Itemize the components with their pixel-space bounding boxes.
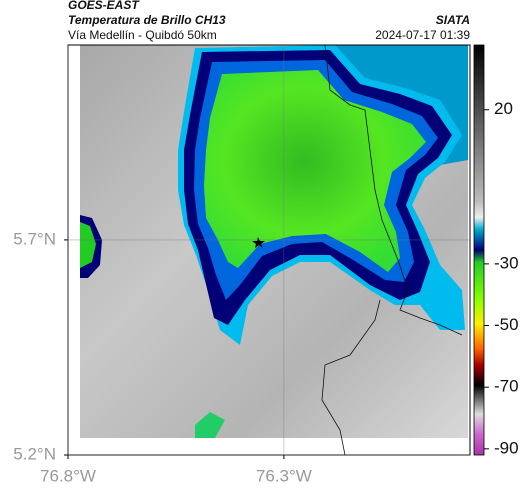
y-tick-label: 5.7°N [13, 229, 56, 248]
colorbar-tick-label: 20 [494, 99, 513, 118]
colorbar [473, 44, 485, 456]
title: GOES-EAST [68, 0, 140, 12]
y-tick-label: 5.2°N [13, 444, 56, 463]
x-tick-label: 76.3°W [256, 466, 312, 485]
x-tick-label: 76.8°W [40, 466, 96, 485]
datetime: 2024-07-17 01:39 [375, 28, 470, 42]
source: SIATA [436, 13, 470, 27]
colorbar-tick-label: -50 [494, 315, 519, 334]
satellite-image [80, 45, 468, 455]
location-marker [252, 237, 265, 248]
colorbar-tick-label: -70 [494, 377, 519, 396]
subtitle: Temperatura de Brillo CH13 [68, 13, 226, 27]
colorbar-tick-label: -30 [494, 253, 519, 272]
colorbar-tick-label: -90 [494, 438, 519, 457]
route: Vía Medellín - Quibdó 50km [68, 28, 217, 42]
